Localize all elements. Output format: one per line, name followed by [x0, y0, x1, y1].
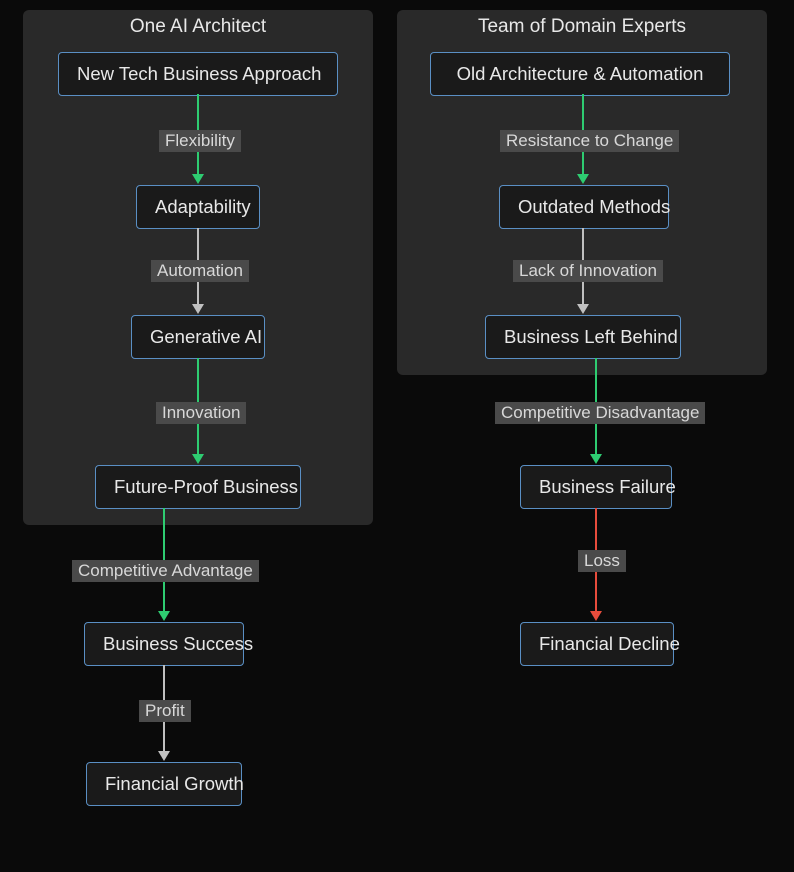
- label-automation: Automation: [151, 260, 249, 282]
- node-future-proof: Future-Proof Business: [95, 465, 301, 509]
- panel-left-title: One AI Architect: [23, 10, 373, 42]
- node-outdated: Outdated Methods: [499, 185, 669, 229]
- node-financial-growth: Financial Growth: [86, 762, 242, 806]
- label-competitive-advantage: Competitive Advantage: [72, 560, 259, 582]
- panel-right-title: Team of Domain Experts: [397, 10, 767, 42]
- node-left-behind: Business Left Behind: [485, 315, 681, 359]
- label-lack-innovation: Lack of Innovation: [513, 260, 663, 282]
- label-flexibility: Flexibility: [159, 130, 241, 152]
- node-old-arch: Old Architecture & Automation: [430, 52, 730, 96]
- node-generative-ai: Generative AI: [131, 315, 265, 359]
- label-profit: Profit: [139, 700, 191, 722]
- label-loss: Loss: [578, 550, 626, 572]
- node-business-success: Business Success: [84, 622, 244, 666]
- node-adaptability: Adaptability: [136, 185, 260, 229]
- node-financial-decline: Financial Decline: [520, 622, 674, 666]
- label-competitive-disadvantage: Competitive Disadvantage: [495, 402, 705, 424]
- label-innovation: Innovation: [156, 402, 246, 424]
- node-new-tech: New Tech Business Approach: [58, 52, 338, 96]
- flowchart-container: One AI Architect Team of Domain Experts …: [0, 0, 794, 872]
- node-business-failure: Business Failure: [520, 465, 672, 509]
- label-resistance: Resistance to Change: [500, 130, 679, 152]
